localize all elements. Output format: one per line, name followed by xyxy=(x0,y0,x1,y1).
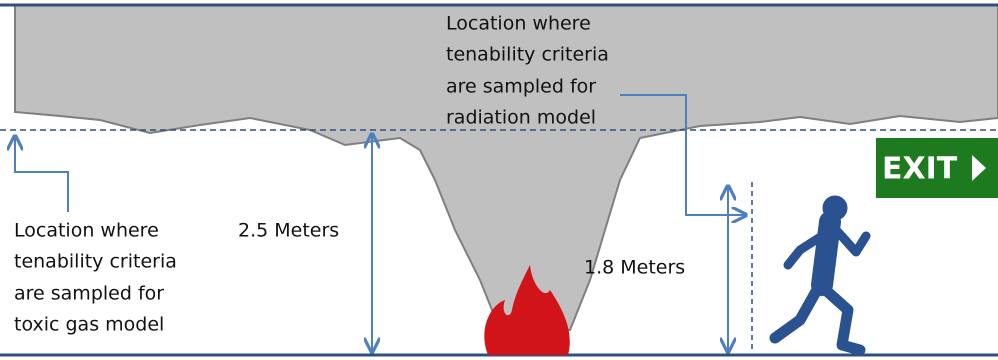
person xyxy=(775,196,866,350)
toxic-label: Location where xyxy=(14,220,159,242)
toxic-label: are sampled for xyxy=(14,283,164,305)
toxic-label: toxic gas model xyxy=(14,314,164,336)
radiation-label: are sampled for xyxy=(446,76,596,98)
person-height-label: 1.8 Meters xyxy=(584,257,685,279)
toxic-label: tenability criteria xyxy=(14,251,177,273)
toxic-connector xyxy=(15,136,68,212)
diagram: EXIT Location where tenability criteria … xyxy=(0,0,998,360)
ceiling-height-label: 2.5 Meters xyxy=(238,220,339,242)
radiation-label: radiation model xyxy=(446,107,596,129)
radiation-label: Location where xyxy=(446,13,591,35)
exit-text: EXIT xyxy=(882,152,958,187)
radiation-label: tenability criteria xyxy=(446,44,609,66)
